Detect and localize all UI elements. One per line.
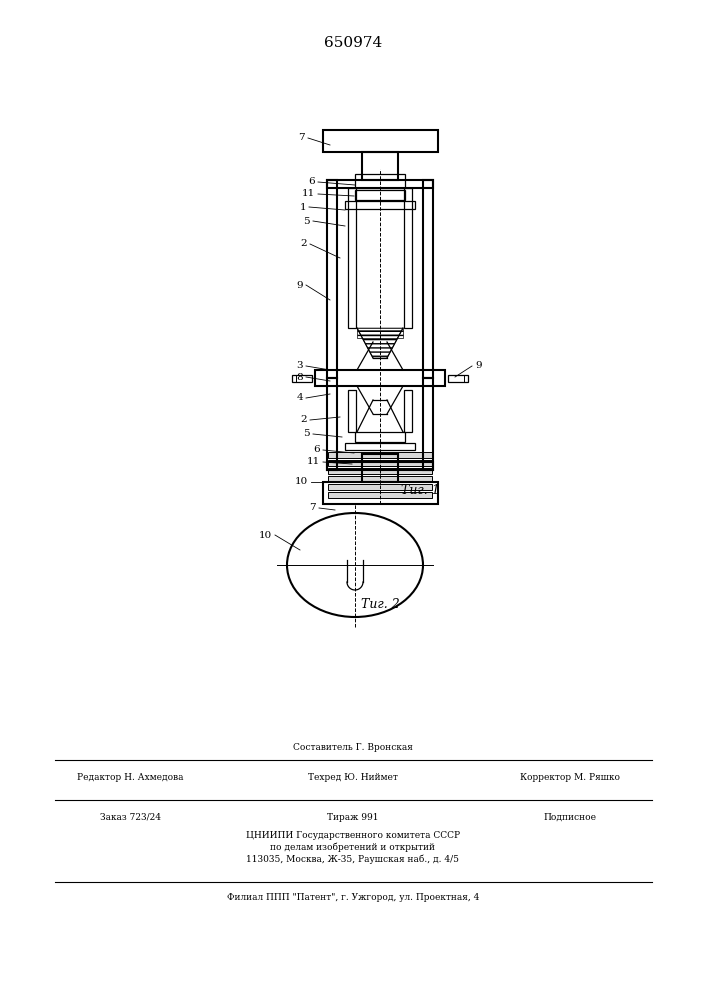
Bar: [355, 432, 405, 442]
Bar: [348, 188, 356, 328]
Text: ЦНИИПИ Государственного комитета СССР: ЦНИИПИ Государственного комитета СССР: [246, 830, 460, 840]
Text: 10: 10: [295, 478, 308, 487]
Text: 2: 2: [300, 416, 307, 424]
Text: 2: 2: [300, 239, 307, 248]
Text: Корректор М. Ряшко: Корректор М. Ряшко: [520, 774, 620, 782]
Text: Подписное: Подписное: [544, 812, 597, 822]
Bar: [327, 180, 433, 188]
Text: Τиг. 1: Τиг. 1: [401, 484, 439, 496]
Bar: [328, 452, 432, 458]
Bar: [345, 201, 415, 209]
Text: 9: 9: [296, 280, 303, 290]
Text: 113035, Москва, Ж-35, Раушская наб., д. 4/5: 113035, Москва, Ж-35, Раушская наб., д. …: [247, 854, 460, 864]
Text: 10: 10: [259, 530, 272, 540]
Bar: [327, 378, 337, 470]
Bar: [404, 188, 412, 328]
Text: 8: 8: [296, 372, 303, 381]
Text: Заказ 723/24: Заказ 723/24: [100, 812, 160, 822]
Text: 11: 11: [307, 458, 320, 466]
Bar: [448, 374, 468, 381]
Bar: [423, 180, 433, 378]
Bar: [322, 482, 438, 504]
Text: 650974: 650974: [324, 36, 382, 50]
Text: 5: 5: [303, 430, 310, 438]
Bar: [328, 476, 432, 482]
Text: Филиал ППП "Патент", г. Ужгород, ул. Проектная, 4: Филиал ППП "Патент", г. Ужгород, ул. Про…: [227, 894, 479, 902]
Bar: [362, 454, 398, 482]
Text: 3: 3: [296, 361, 303, 370]
Bar: [357, 328, 403, 338]
Text: Тираж 991: Тираж 991: [327, 812, 379, 822]
Text: Техред Ю. Ниймет: Техред Ю. Ниймет: [308, 774, 398, 782]
Text: 5: 5: [303, 217, 310, 226]
Text: 9: 9: [475, 361, 481, 370]
Bar: [315, 370, 445, 386]
Bar: [355, 190, 405, 200]
Text: 11: 11: [302, 190, 315, 198]
Bar: [328, 484, 432, 490]
Text: по делам изобретений и открытий: по делам изобретений и открытий: [271, 842, 436, 852]
Bar: [404, 390, 412, 432]
Bar: [292, 374, 312, 381]
Text: Редактор Н. Ахмедова: Редактор Н. Ахмедова: [77, 774, 183, 782]
Text: 6: 6: [313, 446, 320, 454]
Bar: [327, 462, 433, 470]
Text: 7: 7: [298, 133, 305, 142]
Text: 6: 6: [308, 178, 315, 186]
Text: 1: 1: [299, 202, 306, 212]
Bar: [328, 468, 432, 474]
Bar: [423, 378, 433, 470]
Text: Τиг. 2: Τиг. 2: [361, 598, 399, 611]
Bar: [355, 174, 405, 188]
Bar: [345, 443, 415, 450]
Text: 4: 4: [296, 393, 303, 402]
Text: Составитель Г. Вронская: Составитель Г. Вронская: [293, 742, 413, 752]
Bar: [322, 130, 438, 152]
Bar: [328, 460, 432, 466]
Bar: [327, 180, 337, 378]
Bar: [328, 492, 432, 498]
Bar: [348, 390, 356, 432]
Text: 7: 7: [310, 504, 316, 512]
Bar: [362, 152, 398, 180]
